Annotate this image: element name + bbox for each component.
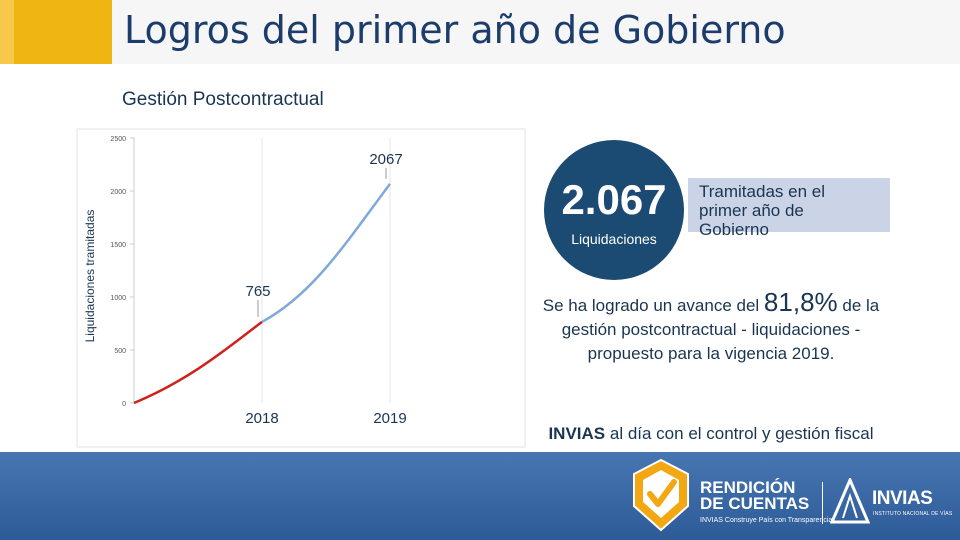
rendicion-line-2: DE CUENTAS [700, 494, 810, 513]
chart-tick-labels: 2500 2000 1500 1000 500 0 2018 2019 [110, 136, 406, 427]
logo-divider [822, 482, 823, 524]
highlight-value: 2.067 [561, 176, 667, 223]
info-box-text: Tramitadas en el primer año de Gobierno [699, 182, 825, 239]
liquidaciones-line-chart: Liquidaciones tramitadas 2500 2000 1500 100… [76, 128, 526, 448]
y-tick-label: 2500 [110, 136, 126, 143]
highlight-label: Liquidaciones [571, 231, 657, 247]
x-tick-label: 2019 [373, 410, 406, 427]
invias-subtitle: INSTITUTO NACIONAL DE VÍAS [873, 511, 953, 517]
rendicion-line-1: RENDICIÓN [700, 478, 796, 497]
y-axis-label: Liquidaciones tramitadas [83, 210, 97, 343]
invias-logo-icon [830, 478, 870, 524]
bottom-bar [0, 452, 960, 540]
series-line-1 [133, 320, 263, 405]
data-label: 765 [245, 283, 270, 300]
x-tick-label: 2018 [245, 410, 278, 427]
title-panel [112, 0, 960, 64]
chart-series [133, 183, 392, 405]
invias-wordmark: INVIAS [872, 488, 933, 509]
chart-gridlines [130, 137, 391, 404]
footer-text: al día con el control y gestión fiscal [609, 424, 874, 443]
rendicion-tagline: INVIAS Construye País con Transparencia [700, 517, 833, 524]
progress-statement: Se ha logrado un avance del 81,8% de la … [526, 287, 896, 366]
data-label: 2067 [369, 151, 402, 168]
progress-suffix: de la gestión postcontractual - liquidac… [561, 296, 880, 363]
progress-prefix: Se ha logrado un avance del [542, 296, 760, 315]
title-accent [0, 0, 14, 64]
chart-data-labels: 765 2067 [245, 151, 403, 317]
footer-brand: INVIAS [548, 424, 606, 443]
y-tick-label: 0 [122, 401, 126, 408]
series-line-2 [261, 183, 392, 324]
rendicion-logo-icon [633, 458, 689, 532]
rendicion-title: RENDICIÓN DE CUENTAS [700, 478, 810, 513]
footer-statement: INVIAS al día con el control y gestión f… [526, 424, 896, 444]
highlight-circle: 2.067 Liquidaciones [544, 140, 684, 280]
y-tick-label: 500 [114, 348, 126, 355]
y-tick-label: 1500 [110, 242, 126, 249]
info-box [688, 178, 890, 232]
y-tick-label: 1000 [110, 295, 126, 302]
progress-percent: 81,8% [763, 287, 838, 317]
y-tick-label: 2000 [110, 189, 126, 196]
page-title: Logros del primer año de Gobierno [124, 8, 786, 52]
section-subtitle: Gestión Postcontractual [122, 89, 324, 110]
